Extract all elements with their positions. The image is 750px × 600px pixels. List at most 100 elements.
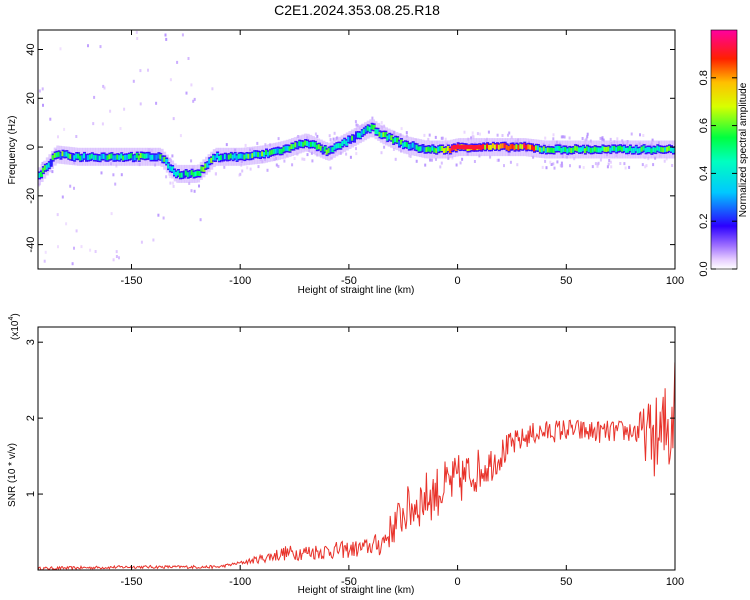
spectrogram-cell bbox=[380, 132, 384, 138]
spectrogram-cell bbox=[484, 144, 488, 150]
spectrogram-speckle bbox=[328, 134, 331, 138]
spectrogram-speckle bbox=[73, 186, 75, 190]
spectrogram-speckle bbox=[165, 37, 168, 41]
spectrogram-speckle bbox=[496, 158, 499, 162]
spectrogram-cell bbox=[192, 172, 196, 177]
spectrogram-cell bbox=[208, 158, 212, 164]
spectrogram-cell bbox=[49, 160, 53, 166]
spectrogram-speckle bbox=[43, 259, 46, 263]
spectrogram-cell bbox=[632, 148, 636, 153]
spectrogram-speckle bbox=[380, 121, 383, 125]
spectrogram-cell bbox=[149, 154, 153, 160]
spectrogram-speckle bbox=[439, 165, 442, 169]
spectrogram-speckle bbox=[440, 161, 443, 165]
spectrogram-speckle bbox=[609, 137, 612, 141]
spectrogram-speckle bbox=[181, 33, 184, 37]
spectrogram-cell bbox=[613, 145, 617, 151]
spectrogram-cell bbox=[505, 144, 509, 150]
spectrogram-cell bbox=[358, 132, 362, 138]
spectrogram-cell bbox=[225, 154, 229, 160]
spectrogram-speckle bbox=[355, 147, 357, 151]
spectrogram-cell bbox=[245, 153, 249, 159]
spectrogram-speckle bbox=[585, 137, 588, 141]
spectrogram-cell bbox=[638, 148, 642, 153]
spectrogram-speckle bbox=[188, 181, 191, 185]
spectrogram-cell bbox=[194, 171, 198, 177]
spectrogram-speckle bbox=[179, 134, 182, 138]
spectrogram-cell bbox=[360, 130, 364, 136]
spectrogram-speckle bbox=[114, 182, 117, 186]
spectrogram-cell bbox=[437, 146, 441, 152]
spectrogram-cell bbox=[175, 171, 178, 177]
spectrogram-speckle bbox=[624, 166, 627, 170]
spectrogram-speckle bbox=[357, 124, 359, 128]
spectrogram-speckle bbox=[463, 130, 466, 134]
spectrogram-cell bbox=[221, 155, 225, 160]
spectrogram-cell bbox=[570, 148, 574, 153]
spectrogram-cell bbox=[288, 146, 292, 152]
spectrogram-speckle bbox=[139, 69, 142, 73]
spectrogram-speckle bbox=[563, 135, 566, 139]
spectrogram-speckle bbox=[152, 238, 155, 242]
spectrogram-cell bbox=[178, 172, 182, 178]
spectrogram-cell bbox=[329, 147, 333, 153]
spectrogram-cell bbox=[656, 145, 660, 151]
spectrogram-speckle bbox=[38, 89, 41, 93]
spectrogram-speckle bbox=[147, 68, 149, 72]
spectrogram-cell bbox=[257, 152, 261, 158]
spectrogram-cell bbox=[568, 147, 572, 153]
spectrogram-speckle bbox=[112, 173, 115, 177]
spectrogram-speckle bbox=[560, 135, 563, 139]
spectrogram-speckle bbox=[42, 103, 44, 107]
spectrogram-speckle bbox=[157, 213, 160, 217]
spectrogram-cell bbox=[566, 148, 570, 154]
spectrogram-speckle bbox=[168, 175, 171, 179]
spectrogram-y-tick-label: -40 bbox=[25, 237, 37, 253]
spectrogram-cell bbox=[533, 146, 536, 152]
spectrogram-cell bbox=[394, 137, 398, 143]
spectrogram-speckle bbox=[223, 165, 226, 169]
spectrogram-cell bbox=[92, 155, 96, 160]
spectrogram-cell bbox=[73, 155, 77, 161]
spectrogram-speckle bbox=[87, 44, 89, 48]
spectrogram-cell bbox=[558, 146, 562, 151]
spectrogram-speckle bbox=[609, 160, 612, 164]
spectrogram-cell bbox=[263, 152, 266, 157]
spectrogram-cell bbox=[75, 153, 79, 159]
snr-axes: -150 -100 -50 0 50 100 1 2 3 bbox=[25, 327, 684, 588]
spectrogram-speckle bbox=[532, 155, 535, 159]
spectrogram-cell bbox=[308, 142, 311, 148]
spectrogram-speckle bbox=[277, 137, 280, 141]
snr-x-tick-label: 50 bbox=[560, 576, 572, 588]
spectrogram-cell bbox=[353, 136, 356, 142]
spectrogram-y-tick-label: 40 bbox=[25, 43, 37, 55]
spectrogram-cell bbox=[86, 155, 90, 161]
spectrogram-speckle bbox=[473, 160, 476, 163]
spectrogram-cell bbox=[53, 153, 57, 158]
spectrogram-speckle bbox=[75, 229, 78, 233]
spectrogram-speckle bbox=[187, 57, 190, 60]
spectrogram-cell bbox=[235, 155, 239, 161]
spectrogram-speckle bbox=[123, 107, 126, 111]
spectrogram-speckle bbox=[461, 157, 464, 161]
spectrogram-cell bbox=[161, 156, 165, 162]
spectrogram-cell bbox=[218, 155, 221, 161]
snr-x-tick-label: 100 bbox=[666, 576, 684, 588]
spectrogram-cell bbox=[38, 172, 41, 178]
spectrogram-cell bbox=[337, 143, 341, 149]
spectrogram-cell bbox=[124, 154, 128, 160]
spectrogram-cell bbox=[335, 143, 339, 149]
spectrogram-speckle bbox=[193, 97, 196, 101]
spectrogram-cell bbox=[495, 143, 499, 149]
spectrogram-cell bbox=[239, 153, 243, 159]
spectrogram-cell bbox=[296, 143, 300, 148]
spectrogram-cell bbox=[497, 144, 501, 150]
spectrogram-speckle bbox=[408, 154, 411, 158]
spectrogram-cell bbox=[286, 145, 290, 151]
spectrogram-cell bbox=[200, 166, 204, 172]
spectrogram-cell bbox=[525, 144, 529, 150]
spectrogram-cell bbox=[120, 153, 124, 159]
spectrogram-cell bbox=[482, 143, 486, 149]
spectrogram-cell bbox=[630, 148, 634, 154]
